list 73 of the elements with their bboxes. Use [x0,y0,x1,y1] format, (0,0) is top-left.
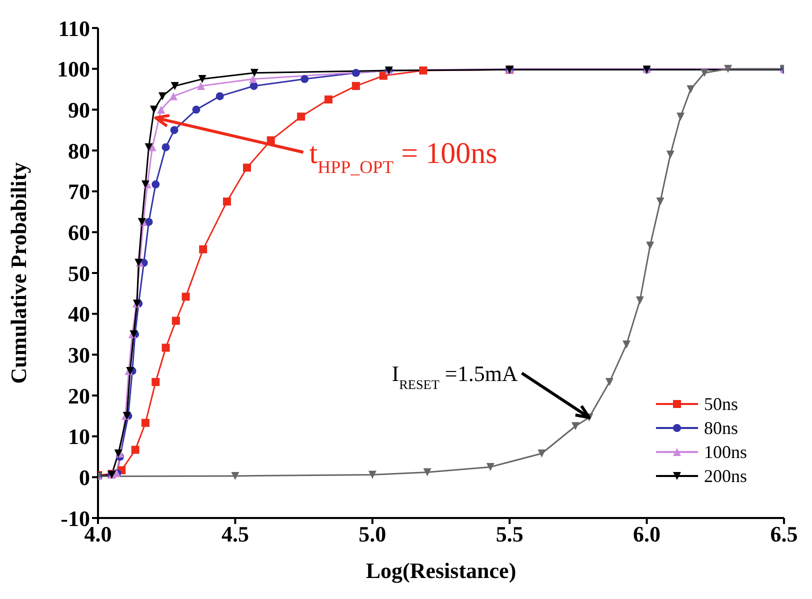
point [231,472,240,480]
point [196,82,205,90]
x-tick-label: 5.5 [496,522,524,547]
point [249,75,258,84]
point [152,180,160,188]
point [198,75,206,84]
x-tick-label: 6.5 [770,522,798,547]
point [170,82,179,90]
point [379,72,388,80]
point [605,378,614,386]
point [423,468,432,476]
y-tick-label: 40 [68,302,90,327]
annotation: I$_{RESET}$ =1.5mA [392,360,518,392]
point [622,340,630,348]
y-tick-label: 0 [79,464,90,490]
point [419,66,428,74]
point [324,95,332,104]
y-tick-label: 50 [68,260,90,286]
y-tick-label: 30 [68,342,90,368]
point [141,418,150,427]
point [571,422,580,430]
point [170,126,178,134]
y-tick-label: 100 [57,56,90,82]
x-tick-label: 4.5 [221,522,249,547]
point [724,64,732,73]
point [666,150,674,159]
point [152,378,160,386]
y-tick-label: 10 [68,424,90,450]
y-tick-label: 20 [68,383,90,408]
point [199,245,208,254]
point [150,106,158,114]
legend-label: 100ns [704,442,748,462]
point [144,218,153,226]
point [216,92,224,100]
point [144,143,153,152]
point [368,470,376,479]
x-axis-title: Log(Resistance) [366,558,516,583]
point [243,164,251,172]
point [297,112,306,121]
point [162,143,170,152]
point [700,68,708,77]
y-tick-label: 70 [68,179,90,204]
point [157,106,166,114]
annotation: t$_{HPP_OPT}$ = 100ns [309,136,498,177]
point [222,198,231,206]
point [676,112,685,121]
y-tick-label: 110 [58,16,90,41]
point [486,462,494,471]
point [169,92,178,100]
point [300,75,309,84]
point [192,106,200,114]
point [158,92,166,100]
point [250,68,258,77]
legend-label: 200ns [704,466,748,486]
point [131,446,140,454]
point [636,296,644,304]
point [352,68,360,77]
point [352,82,360,90]
point [686,85,695,94]
point [182,292,190,301]
point [656,198,664,206]
y-axis-title: Cumulative Probability [6,162,31,384]
legend-label: 80ns [704,418,738,438]
x-tick-label: 5.0 [358,522,386,547]
point [162,344,170,352]
point [172,316,180,325]
y-tick-label: 90 [68,97,90,122]
x-tick-label: 6.0 [633,522,661,547]
legend-label: 50ns [704,394,738,414]
y-tick-label: 80 [68,138,90,164]
point [646,242,654,250]
point [538,449,546,458]
y-tick-label: 60 [68,220,90,245]
